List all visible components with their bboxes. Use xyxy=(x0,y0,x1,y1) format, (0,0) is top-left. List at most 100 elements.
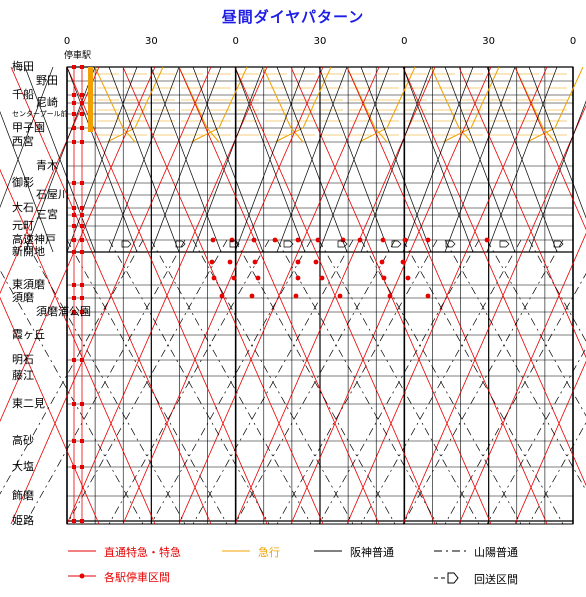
all-stop-dot xyxy=(402,237,408,243)
hanshin-local-line xyxy=(276,66,348,253)
express-train-line xyxy=(442,66,500,143)
all-stop-dot xyxy=(231,275,237,281)
all-stop-dot xyxy=(381,275,387,281)
hanshin-local-line xyxy=(360,66,432,253)
sanyo-local-line xyxy=(276,239,438,525)
limited-train-line xyxy=(0,66,100,295)
limited-train-line xyxy=(0,66,156,423)
station-label: 姫路 xyxy=(12,514,34,527)
diagram-title: 昼間ダイヤパターン xyxy=(221,8,365,26)
legend-deadhead: 回送区間 xyxy=(474,573,518,586)
limited-train-line xyxy=(10,66,212,525)
limited-train-line xyxy=(514,360,586,525)
station-label: 西宮 xyxy=(12,135,34,148)
deadhead-marker xyxy=(499,240,510,248)
station-label: 高速神戸 xyxy=(12,233,56,246)
all-stop-dot xyxy=(252,259,258,265)
legend-deadhead-icon xyxy=(447,572,459,584)
station-label: 東須磨 xyxy=(12,278,45,291)
station-label: 梅田 xyxy=(12,60,34,73)
station-label: 高砂 xyxy=(12,434,34,447)
express-train-line xyxy=(106,66,164,143)
sanyo-local-line xyxy=(108,239,270,525)
sanyo-local-line xyxy=(486,347,586,525)
all-stop-dot xyxy=(379,259,385,265)
hanshin-local-line xyxy=(0,66,54,209)
deadhead-marker xyxy=(337,240,348,248)
all-stop-dot xyxy=(293,293,299,299)
express-train-line xyxy=(358,66,416,143)
station-label: 青木 xyxy=(36,159,58,172)
station-label: 野田 xyxy=(36,74,58,87)
station-label: 東二見 xyxy=(12,397,45,410)
all-stop-dot xyxy=(405,275,411,281)
hanshin-local-line xyxy=(486,66,558,253)
deadhead-marker xyxy=(175,240,186,248)
hanshin-local-line xyxy=(66,66,138,253)
time-tick-label: 0 xyxy=(569,36,577,47)
all-stop-dot xyxy=(295,275,301,281)
all-stop-dot xyxy=(209,259,215,265)
hanshin-local-line xyxy=(108,66,180,253)
legend-all-stop: 各駅停車区間 xyxy=(104,571,170,584)
station-label: 石屋川 xyxy=(36,188,69,201)
hanshin-local-line xyxy=(318,66,390,253)
sanyo-local-line xyxy=(528,239,586,342)
hanshin-local-line xyxy=(402,66,474,253)
deadhead-marker xyxy=(391,240,402,248)
all-stop-dot xyxy=(400,259,406,265)
station-label: 尼崎 xyxy=(36,96,58,109)
station-label: 須磨浦公園 xyxy=(36,305,91,318)
limited-train-line xyxy=(0,296,100,525)
hanshin-local-line xyxy=(150,66,222,253)
time-tick-label: 30 xyxy=(144,36,158,47)
all-stop-dot xyxy=(219,293,225,299)
legend-sanyo-local: 山陽普通 xyxy=(474,546,518,559)
all-stop-dot xyxy=(315,237,321,243)
sanyo-local-line xyxy=(318,239,480,525)
time-tick-label: 30 xyxy=(313,36,327,47)
time-tick-label: 0 xyxy=(401,36,408,47)
legend-limited: 直通特急・特急 xyxy=(104,546,181,559)
legend-hanshin-local: 阪神普通 xyxy=(350,546,394,559)
station-label: 霞ヶ丘 xyxy=(12,328,45,341)
hanshin-local-line xyxy=(234,66,306,253)
all-stop-dot xyxy=(337,293,343,299)
stop-station-header: 停車駅 xyxy=(64,51,92,61)
all-stop-dot xyxy=(484,237,490,243)
limited-train-line xyxy=(458,232,586,525)
express-train-line xyxy=(430,66,472,143)
all-stop-dot xyxy=(319,275,325,281)
deadhead-marker xyxy=(553,240,564,248)
legend-allstop-dot xyxy=(79,573,85,579)
all-stop-dot xyxy=(255,275,261,281)
all-stop-dot xyxy=(295,259,301,265)
express-train-line xyxy=(526,66,584,143)
station-label: 甲子園 xyxy=(12,121,45,134)
deadhead-marker xyxy=(229,240,240,248)
all-stop-dot xyxy=(251,237,257,243)
all-stop-dot xyxy=(425,237,431,243)
hanshin-local-line xyxy=(528,100,586,253)
express-train-line xyxy=(94,66,136,143)
time-tick-label: 30 xyxy=(482,36,496,47)
station-label: 三宮 xyxy=(36,208,58,221)
station-label: 新開地 xyxy=(12,245,45,258)
all-stop-dot xyxy=(380,237,386,243)
all-stop-dot xyxy=(295,237,301,243)
sanyo-local-line xyxy=(150,239,312,525)
deadhead-marker xyxy=(283,240,294,248)
all-stop-dot xyxy=(425,293,431,299)
sanyo-local-line xyxy=(234,239,396,525)
station-label: 大塩 xyxy=(12,460,34,473)
sanyo-local-line xyxy=(402,239,564,525)
all-stop-dot xyxy=(249,293,255,299)
all-stop-dot xyxy=(211,275,217,281)
time-tick-label: 0 xyxy=(232,36,239,47)
express-train-line xyxy=(190,66,248,143)
sanyo-local-line xyxy=(0,239,144,495)
all-stop-dot xyxy=(313,259,319,265)
express-train-line xyxy=(274,66,332,143)
